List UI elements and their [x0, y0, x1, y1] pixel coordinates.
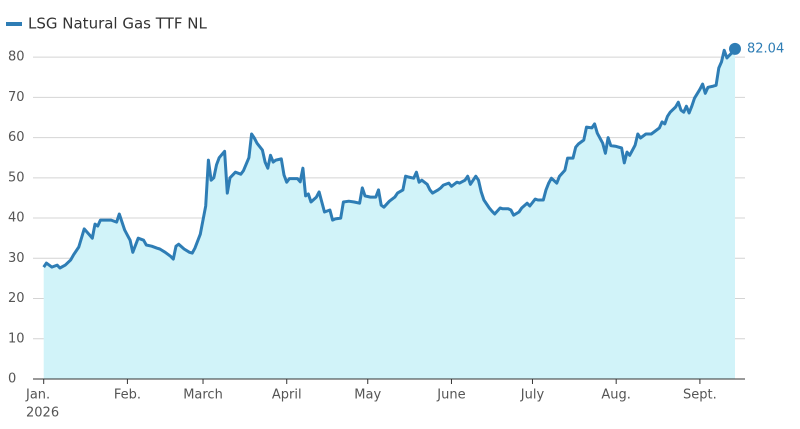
- x-tick-label: April: [272, 388, 302, 403]
- x-tick-label: June: [436, 388, 465, 403]
- y-tick-label: 0: [8, 372, 16, 387]
- x-tick-label: Feb.: [114, 388, 141, 403]
- legend-label: LSG Natural Gas TTF NL: [28, 15, 207, 33]
- end-point: [729, 42, 741, 55]
- x-tick-label: July: [520, 388, 545, 403]
- x-tick-label: May: [354, 388, 381, 403]
- line: [42, 47, 737, 270]
- y-tick-label: 30: [8, 251, 25, 266]
- area: [43, 48, 735, 380]
- x-tick-label: Aug.: [601, 388, 631, 403]
- y-tick-label: 40: [8, 211, 25, 226]
- y-tick-label: 70: [8, 90, 25, 105]
- x-tick-label: March: [183, 388, 223, 403]
- end-value-label: 82.04: [747, 41, 784, 56]
- x-tick-label: Sept.: [683, 388, 717, 403]
- y-tick-label: 20: [8, 291, 25, 306]
- y-tick-label: 80: [8, 50, 25, 65]
- x-year-label: 2026: [26, 406, 59, 421]
- y-tick-label: 10: [8, 331, 25, 346]
- x-tick-label: Jan.: [25, 388, 50, 403]
- y-tick-label: 50: [8, 170, 25, 185]
- y-tick-label: 60: [8, 130, 25, 145]
